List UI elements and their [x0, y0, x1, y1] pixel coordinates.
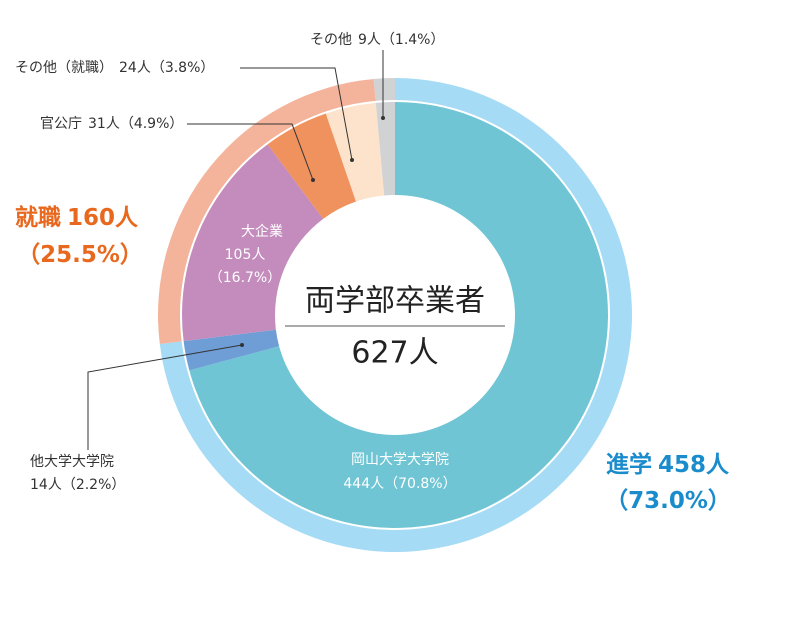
segment-label: 他大学大学院	[30, 454, 114, 470]
label-part: （16.7%）	[209, 270, 281, 286]
label-part: 就職	[15, 204, 61, 231]
segment-label: その他 9人（1.4%）	[310, 32, 445, 48]
leaders	[87, 50, 385, 450]
donut-segment	[158, 78, 376, 345]
label-part: 160人	[67, 205, 139, 231]
label-part: （3.8%）	[151, 60, 215, 76]
segment-label: （25.5%）	[17, 241, 143, 268]
label-part: 大企業	[241, 223, 283, 240]
leader-line	[87, 344, 243, 450]
label-part: 14人	[30, 477, 62, 493]
leader-dot	[381, 116, 385, 120]
label-part: 岡山大学大学院	[351, 452, 449, 468]
label-part: 24人	[119, 60, 151, 76]
segment-label: 444人（70.8%）	[343, 476, 456, 492]
leader-line	[187, 123, 314, 181]
segment-label: （16.7%）	[209, 270, 281, 286]
label-part: 31人	[88, 116, 120, 132]
donut-segment	[375, 102, 395, 196]
center-label: 627人	[351, 336, 438, 371]
segment-label: その他（就職） 24人（3.8%）	[15, 60, 214, 76]
donut-segment	[325, 102, 385, 202]
segment-label: 大企業	[241, 223, 283, 240]
label-part: その他	[310, 32, 352, 48]
label-part: （4.9%）	[120, 116, 184, 132]
label-part: 進学	[606, 451, 652, 478]
rings	[158, 78, 633, 552]
segment-label: 105人	[225, 247, 266, 263]
segment-label: 岡山大学大学院	[351, 452, 449, 468]
label-part: （1.4%）	[381, 32, 445, 48]
label-part: 他大学大学院	[30, 454, 114, 470]
label-part: （70.8%）	[384, 476, 456, 492]
donut-segment	[267, 113, 357, 219]
label-part: （2.2%）	[62, 477, 126, 493]
segment-label: 就職 160人	[15, 204, 139, 231]
donut-segment	[181, 144, 324, 342]
segment-label: 官公庁 31人（4.9%）	[40, 116, 183, 132]
leader-line	[240, 67, 353, 161]
donut-segment	[189, 102, 609, 528]
leader-dot	[311, 178, 315, 182]
label-part: その他（就職）	[15, 60, 113, 76]
donut-segment	[183, 329, 280, 371]
label-part: （73.0%）	[605, 487, 731, 514]
label-part: 9人	[358, 32, 381, 48]
label-part: 105人	[225, 247, 266, 263]
segment-label: （73.0%）	[605, 487, 731, 514]
label-part: 458人	[658, 452, 730, 478]
segment-label: 14人（2.2%）	[30, 477, 125, 493]
label-part: 444人	[343, 476, 384, 492]
donut-segment	[373, 78, 395, 101]
label-part: （25.5%）	[17, 241, 143, 268]
leader-dot	[240, 343, 244, 347]
segment-label: 進学 458人	[606, 451, 730, 478]
leader-dot	[350, 158, 354, 162]
label-part: 官公庁	[40, 116, 82, 132]
center-title: 両学部卒業者	[305, 284, 485, 319]
